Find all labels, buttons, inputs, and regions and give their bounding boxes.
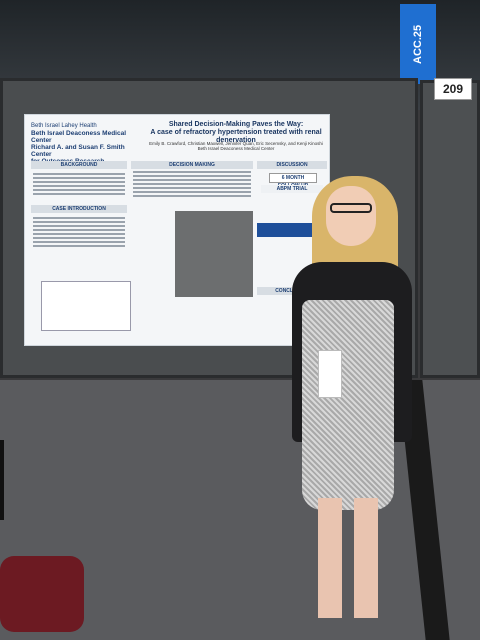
bp-chart (41, 281, 131, 331)
booth-number-card: 209 (434, 78, 472, 100)
section-decision-making: DECISION MAKING (131, 161, 253, 169)
poster-authors: Emily B. Crawford, Christian Maxwell, Je… (145, 141, 327, 151)
section-case-intro: CASE INTRODUCTION (31, 205, 127, 213)
case-intro-column (31, 215, 127, 275)
presenter-legs (318, 498, 378, 618)
authors-line: Emily B. Crawford, Christian Maxwell, Je… (149, 141, 323, 146)
background-column (31, 169, 127, 339)
org-line-1: Beth Israel Lahey Health (31, 123, 97, 129)
poster-title: Shared Decision-Making Paves the Way: A … (145, 121, 327, 145)
name-badge (318, 350, 342, 398)
adjacent-poster-board (420, 80, 480, 378)
followup-label: 6 MONTH FOLLOW-UP (269, 173, 317, 189)
abpm-label: ABPM TRIAL (261, 185, 323, 193)
presenter-dress (302, 300, 394, 510)
presenter-face (326, 186, 376, 246)
institution-line: Beth Israel Deaconess Medical Center (197, 146, 275, 151)
section-background: BACKGROUND (31, 161, 127, 169)
poster-title-line1: Shared Decision-Making Paves the Way: (168, 121, 304, 128)
org-line-3: Richard A. and Susan F. Smith Center (31, 144, 125, 158)
discussion-banner (257, 223, 327, 237)
glasses (330, 203, 372, 213)
org-line-2: Beth Israel Deaconess Medical Center (31, 130, 127, 144)
poster-title-line2: A case of refractory hypertension treate… (150, 129, 322, 144)
chair (0, 440, 44, 520)
decision-column (131, 169, 253, 339)
handbag (0, 556, 84, 632)
institution-logo-block: Beth Israel Lahey Health Beth Israel Dea… (31, 123, 141, 165)
imaging-figure (175, 211, 253, 297)
research-poster: Beth Israel Lahey Health Beth Israel Dea… (24, 114, 330, 346)
acc-sign: ACC.25 (400, 4, 436, 84)
section-discussion: DISCUSSION (257, 161, 327, 169)
